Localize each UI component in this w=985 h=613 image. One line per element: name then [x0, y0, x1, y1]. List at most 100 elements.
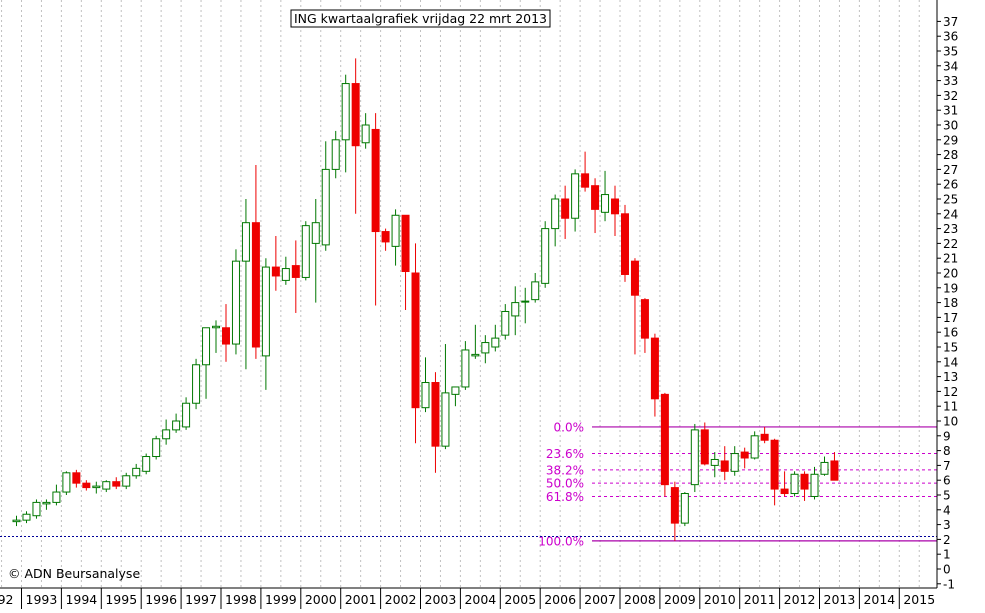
candle-body-up [42, 501, 51, 505]
y-tick-label: 20 [943, 267, 958, 281]
candle-body-down [830, 460, 839, 481]
y-tick-label: 10 [943, 415, 958, 429]
candle-body-down [670, 487, 679, 524]
candle-body-up [172, 420, 181, 431]
x-tick-label: 2006 [544, 592, 576, 607]
candle-body-up [92, 485, 101, 489]
candle-body-up [680, 493, 689, 524]
candle-body-up [710, 458, 719, 466]
candle-body-down [800, 473, 809, 490]
x-tick-label: 1994 [65, 592, 97, 607]
candle-body-up [810, 473, 819, 497]
y-tick-label: 15 [943, 341, 958, 355]
candle-body-up [481, 342, 490, 354]
x-tick-label: 2008 [624, 592, 656, 607]
candle-body-up [501, 310, 510, 336]
fib-level-label: 100.0% [538, 534, 584, 548]
candle-body-up [152, 438, 161, 458]
y-tick-label: 7 [943, 459, 951, 473]
candle-body-up [182, 402, 191, 428]
y-tick-label: 13 [943, 370, 958, 384]
y-tick-label: 35 [943, 45, 958, 59]
candle-body-up [192, 364, 201, 404]
y-tick-label: 32 [943, 89, 958, 103]
candle-body-up [261, 266, 270, 357]
candle-body-up [241, 222, 250, 262]
candle-body-down [770, 439, 779, 490]
y-tick-label: 26 [943, 178, 958, 192]
candle-body-down [411, 272, 420, 409]
candle-body-down [700, 429, 709, 465]
candle-body-down [630, 260, 639, 296]
y-tick-label: 5 [943, 489, 951, 503]
y-tick-label: 36 [943, 30, 958, 44]
y-tick-label: 16 [943, 326, 958, 340]
fib-level-label: 0.0% [554, 420, 585, 434]
x-tick-label: 2004 [464, 592, 496, 607]
y-tick-label: 23 [943, 222, 958, 236]
y-tick-label: 18 [943, 296, 958, 310]
x-tick-label: 2002 [385, 592, 417, 607]
candle-body-up [820, 461, 829, 475]
fib-level-label: 38.2% [546, 463, 584, 477]
y-tick-label: 8 [943, 444, 951, 458]
y-tick-label: 4 [943, 503, 951, 517]
candle-body-down [221, 327, 230, 345]
y-tick-label: 24 [943, 207, 958, 221]
candle-body-up [750, 435, 759, 459]
y-tick-label: 33 [943, 74, 958, 88]
x-tick-label: 1995 [105, 592, 137, 607]
chart-title-box: ING kwartaalgrafiek vrijdag 22 mrt 2013 [290, 9, 551, 28]
y-tick-label: 31 [943, 104, 958, 118]
candle-body-up [321, 168, 330, 246]
candle-body-down [291, 265, 300, 278]
x-tick-label: 2011 [744, 592, 776, 607]
candle-body-up [122, 475, 131, 487]
candle-body-up [142, 456, 151, 472]
candle-body-down [401, 214, 410, 273]
y-tick-label: 1 [943, 548, 951, 562]
candle-body-up [231, 260, 240, 345]
candle-body-up [162, 429, 171, 440]
candle-body-up [421, 382, 430, 409]
y-tick-label: 11 [943, 400, 958, 414]
candle-body-up [730, 453, 739, 472]
candle-body-down [82, 482, 91, 489]
candle-body-up [571, 173, 580, 219]
y-tick-label: 29 [943, 133, 958, 147]
candle-body-up [331, 139, 340, 170]
candle-body-up [62, 472, 71, 493]
candle-body-up [202, 327, 211, 366]
x-tick-label: 2009 [664, 592, 696, 607]
x-tick-label: 2013 [824, 592, 856, 607]
y-tick-label: -1 [943, 577, 955, 591]
candle-body-down [72, 472, 81, 484]
candle-body-up [531, 281, 540, 301]
y-tick-label: 6 [943, 474, 951, 488]
y-tick-label: 28 [943, 148, 958, 162]
x-tick-label: 1996 [145, 592, 177, 607]
candle-body-down [720, 460, 729, 472]
candle-body-down [371, 128, 380, 233]
y-tick-label: 2 [943, 533, 951, 547]
fib-level-label: 61.8% [546, 490, 584, 504]
candle-body-down [251, 222, 260, 348]
candle-body-up [301, 225, 310, 278]
candle-body-down [780, 488, 789, 495]
candle-body-down [620, 213, 629, 275]
y-tick-label: 14 [943, 355, 958, 369]
copyright-label: © ADN Beursanalyse [8, 566, 140, 581]
fib-level-label: 23.6% [546, 447, 584, 461]
candle-body-up [132, 467, 141, 477]
y-tick-label: 0 [943, 563, 951, 577]
chart-title: ING kwartaalgrafiek vrijdag 22 mrt 2013 [294, 11, 547, 26]
candle-body-down [431, 382, 440, 447]
y-tick-label: 22 [943, 237, 958, 251]
candle-body-up [541, 228, 550, 284]
x-tick-label: 2007 [584, 592, 616, 607]
y-tick-label: 17 [943, 311, 958, 325]
candle-body-down [351, 83, 360, 147]
candle-body-up [12, 519, 21, 523]
x-tick-label: 1993 [26, 592, 58, 607]
